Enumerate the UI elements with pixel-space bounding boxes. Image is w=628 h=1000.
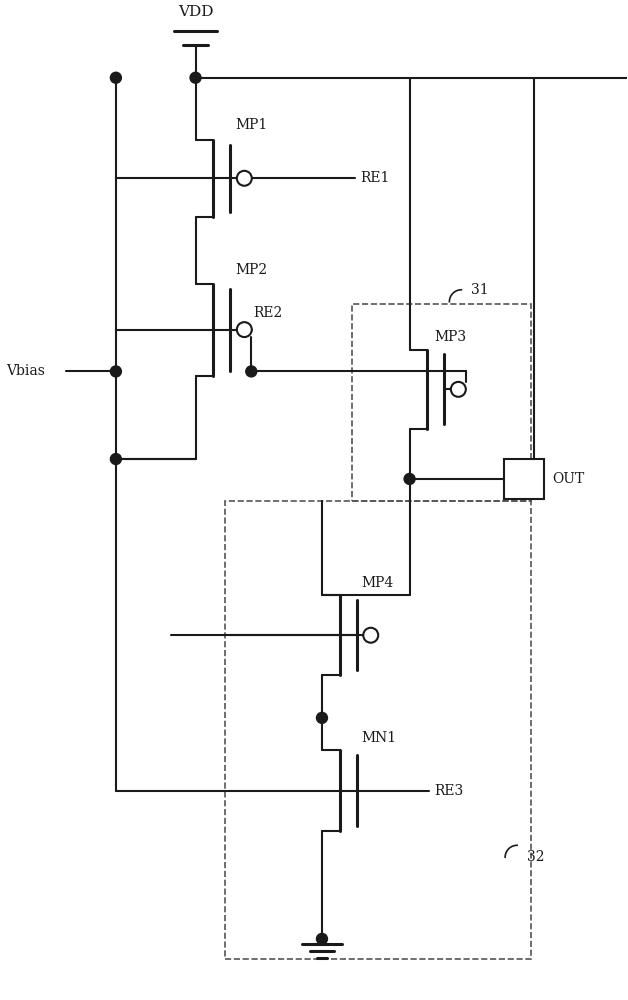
Circle shape xyxy=(451,382,466,397)
Circle shape xyxy=(111,366,121,377)
Bar xyxy=(504,459,544,499)
Text: RE1: RE1 xyxy=(360,171,389,185)
Text: MP1: MP1 xyxy=(236,118,268,132)
Circle shape xyxy=(237,171,252,186)
Circle shape xyxy=(404,473,415,484)
Circle shape xyxy=(111,454,121,465)
Text: 32: 32 xyxy=(527,850,544,864)
Circle shape xyxy=(246,366,257,377)
Text: OUT: OUT xyxy=(552,472,584,486)
Circle shape xyxy=(363,628,378,643)
Text: VDD: VDD xyxy=(178,5,214,19)
Bar xyxy=(225,501,531,959)
Text: MP4: MP4 xyxy=(362,576,394,590)
Text: RE3: RE3 xyxy=(435,784,463,798)
Circle shape xyxy=(237,322,252,337)
Text: MN1: MN1 xyxy=(362,731,397,745)
Text: RE2: RE2 xyxy=(253,306,283,320)
Circle shape xyxy=(111,72,121,83)
Text: MP3: MP3 xyxy=(435,330,467,344)
Circle shape xyxy=(317,933,327,944)
Text: MP2: MP2 xyxy=(236,263,268,277)
Text: Vbias: Vbias xyxy=(6,364,45,378)
Circle shape xyxy=(317,712,327,723)
Circle shape xyxy=(190,72,201,83)
Text: 31: 31 xyxy=(471,283,489,297)
Bar xyxy=(352,304,531,501)
